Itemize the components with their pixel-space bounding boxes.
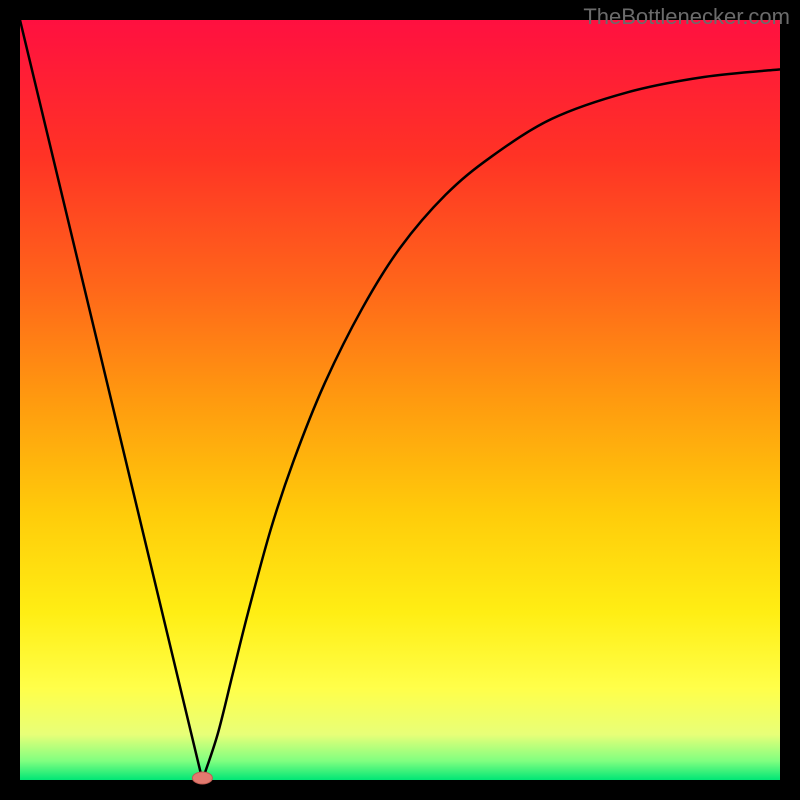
attribution-text: TheBottlenecker.com	[583, 4, 790, 30]
bottleneck-chart	[0, 0, 800, 800]
chart-plot-area	[20, 20, 780, 780]
optimal-point-marker	[192, 772, 212, 784]
chart-container: TheBottlenecker.com	[0, 0, 800, 800]
